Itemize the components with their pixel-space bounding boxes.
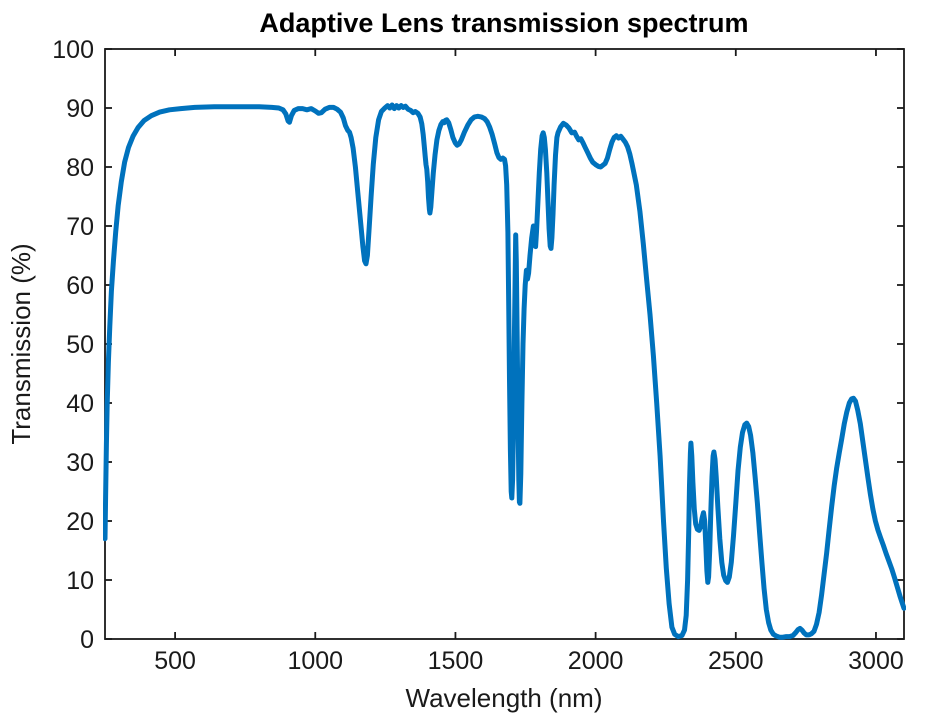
x-tick-label: 3000 <box>848 647 904 675</box>
y-axis-ticks <box>105 48 904 640</box>
x-axis-ticks <box>174 49 877 639</box>
y-tick-label: 90 <box>66 95 94 123</box>
x-tick-label: 1500 <box>428 647 484 675</box>
x-axis-tick-labels: 500 1000 1500 2000 2500 3000 <box>154 647 904 675</box>
y-tick-label: 70 <box>66 213 94 241</box>
y-axis-tick-labels: 0 10 20 30 40 50 60 70 80 90 100 <box>52 36 94 654</box>
chart-title: Adaptive Lens transmission spectrum <box>259 8 748 38</box>
y-tick-label: 100 <box>52 36 94 64</box>
y-tick-label: 50 <box>66 331 94 359</box>
y-tick-label: 40 <box>66 390 94 418</box>
x-tick-label: 2000 <box>568 647 624 675</box>
y-tick-label: 60 <box>66 272 94 300</box>
y-tick-label: 80 <box>66 154 94 182</box>
y-tick-label: 10 <box>66 567 94 595</box>
x-axis-label: Wavelength (nm) <box>406 683 603 713</box>
y-tick-label: 20 <box>66 508 94 536</box>
x-tick-label: 2500 <box>708 647 764 675</box>
plot-border <box>104 48 905 640</box>
y-tick-label: 0 <box>80 626 94 654</box>
y-axis-label: Transmission (%) <box>6 243 36 444</box>
x-tick-label: 1000 <box>287 647 343 675</box>
x-tick-label: 500 <box>154 647 196 675</box>
transmission-curve <box>103 102 906 640</box>
y-tick-label: 30 <box>66 449 94 477</box>
